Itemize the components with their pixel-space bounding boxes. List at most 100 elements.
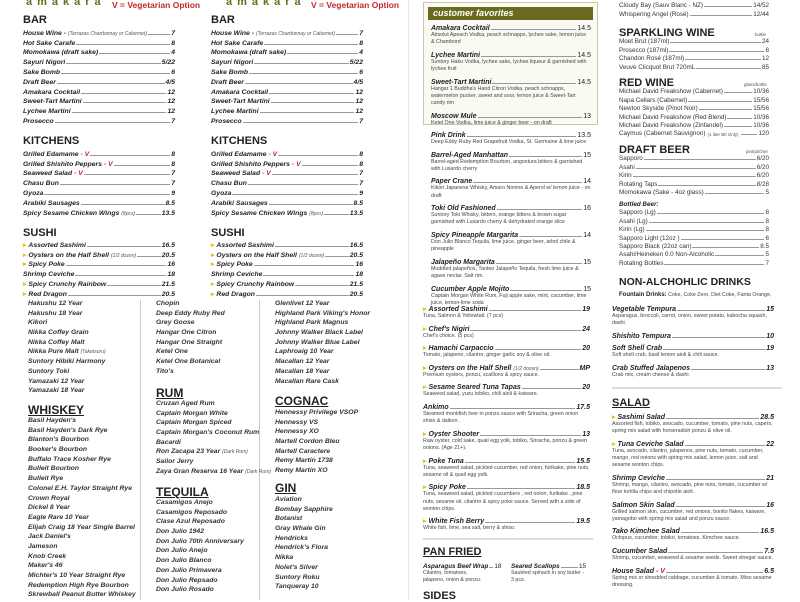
spirit-item: Hakushu 12 Year xyxy=(28,300,83,307)
item-name: Gyoza xyxy=(211,189,232,197)
item-price: 20 xyxy=(582,345,590,353)
item-name: Paper Crane xyxy=(431,178,473,186)
spirit-item: Tanqueray 10 xyxy=(275,583,319,591)
item-name: Crab Stuffed Jalapenos xyxy=(612,364,691,372)
item-price: 6 xyxy=(171,68,175,76)
item-description: Kikori Japanese Whisky, Amaro Nonino & A… xyxy=(431,185,591,199)
dot-leader xyxy=(488,310,582,311)
item-price: 5 xyxy=(765,251,769,259)
pan-fried-item: Asparagus Beef Wrap 18 Cilantro, tomatoes,… xyxy=(423,561,501,588)
item-note: (Dark Rum) xyxy=(222,449,248,456)
spirit-item: Nikka Coffey Grain xyxy=(28,329,89,337)
item-price: 85 xyxy=(761,63,769,71)
spirit-item: Macallan Rare Cask xyxy=(275,377,339,385)
item-price: 8/28 xyxy=(756,180,769,188)
item-description: Assorted fish, tobiko, avocado, cucumber… xyxy=(612,421,773,435)
menu-item: Cucumber Salad 7.5 xyxy=(612,546,774,555)
spirit-item: Crown Royal xyxy=(28,494,70,502)
item-name: Spicy Crunchy Rainbow xyxy=(28,280,107,288)
item-name: Sayuri Nigori xyxy=(211,59,254,67)
item-name: Sesame Seared Tuna Tapas xyxy=(428,384,521,392)
item-name: Vegetable Tempura xyxy=(612,306,677,313)
dot-leader xyxy=(656,213,765,215)
menu-item: Sayuri Nigori 5/22 xyxy=(23,56,175,66)
item-description: Suntory Haku Vodka, lychee sake, lychee … xyxy=(431,58,587,72)
item-price: 8 xyxy=(765,46,769,54)
menu-item: Pink Drink 13.5 xyxy=(431,130,591,139)
item-name: Moet Brut (187ml) xyxy=(619,38,670,46)
section-title-kitchens: KITCHENS xyxy=(23,135,80,147)
item-description: Grilled salmon skin, cucumber, red onion… xyxy=(612,508,766,522)
item-price: 14.5 xyxy=(577,51,591,59)
item-name: Whispering Angel (Rosé) xyxy=(619,10,689,18)
menu-item: Cucumber Apple Mojito 15 Captain Morgan Wh… xyxy=(431,284,591,307)
dot-leader xyxy=(80,203,165,205)
gin-list: Aviation Bombay Sapphire Botanist Gray Whal… xyxy=(275,496,333,593)
spirit-item: Nikka Pure Malt (Taketsuru) xyxy=(28,348,106,358)
section-title-sushi: SUSHI xyxy=(211,227,245,239)
menu-item: Chasu Bun 7 xyxy=(211,177,363,187)
dot-leader xyxy=(509,155,583,157)
menu-item: Amakara Cocktail 12 xyxy=(211,86,363,96)
item-name: Caymus (Cabernet Sauvignon) xyxy=(619,130,706,138)
logo: amakara xyxy=(226,0,306,8)
menu-item: ▸ Sashimi Salad 28.5 Assorted fish, tobiko,… xyxy=(612,412,774,435)
item-name: Sweet-Tart Martini xyxy=(211,98,270,106)
item-name: Prosecco xyxy=(23,117,54,125)
menu-item: Vegetable Tempura 15 Asparagus, broccoli, … xyxy=(612,304,774,327)
spirit-item: Martell Cordon Bleu xyxy=(275,438,340,446)
spirit-item: Don Julio 70th Anniversary xyxy=(156,537,244,545)
dot-leader xyxy=(99,53,171,55)
item-name: Sapporo xyxy=(619,155,643,163)
item-price: 7 xyxy=(171,180,175,188)
menu-item: ▸ Assorted Sashimi 16.5 xyxy=(211,239,363,249)
marker-icon: ▸ xyxy=(612,414,616,421)
dot-leader xyxy=(473,182,583,184)
menu-item: ▸ Hamachi Carpaccio 20 xyxy=(423,343,590,352)
item-name: Seared Scallops xyxy=(511,563,560,570)
item-name: Rotating Bottles xyxy=(619,259,664,267)
spirit-item: Buffalo Trace Kosher Rye xyxy=(28,455,111,463)
dot-leader xyxy=(54,121,171,123)
menu-item: Amakara Cocktail 14.5 xyxy=(431,23,591,32)
spirit-item: Hendricks xyxy=(275,534,308,542)
sparkling-unit: bottle xyxy=(755,32,767,37)
item-price: 15/56 xyxy=(753,105,769,113)
menu-item: ▸ Assorted Sashimi 16.5 xyxy=(23,239,175,249)
item-price: 15 xyxy=(583,151,591,159)
section-title-bar: BAR xyxy=(23,14,47,26)
customer-favorites-box: customer favorites xyxy=(423,2,598,125)
item-name: Red Dragon xyxy=(28,290,67,298)
dot-leader xyxy=(723,92,753,94)
menu-item: Seaweed Salad - V 7 xyxy=(23,168,175,177)
item-name: Sweet-Tart Martini xyxy=(23,98,82,106)
spirit-item: Highland Park Magnus xyxy=(275,319,349,327)
logo: amakara xyxy=(26,0,106,8)
menu-item: Momokawa (draft sake) 4 xyxy=(211,47,363,56)
menu-item: Sayuri Nigori 5/22 xyxy=(211,56,363,66)
item-name: Shishito Tempura xyxy=(612,332,671,340)
spirit-item: Casamigos Anejo xyxy=(156,499,213,506)
item-name: Grilled Shishito Peppers xyxy=(211,160,290,168)
item-name: Rotating Taps xyxy=(619,180,658,188)
marker-icon: ▸ xyxy=(23,261,27,269)
item-note: (8pcs) xyxy=(121,210,136,217)
dot-leader xyxy=(485,522,576,524)
item-name: Kirin xyxy=(619,172,632,180)
marker-icon: ▸ xyxy=(211,290,215,298)
menu-item: Prosecco 7 xyxy=(211,115,363,125)
menu-item: House Salad - V 6.5 xyxy=(612,566,774,575)
item-name: Asahi xyxy=(619,163,635,171)
menu-item: House Salad - V 6.5 Spring mix or shredded … xyxy=(612,566,774,589)
item-price: 10 xyxy=(766,332,774,340)
item-price: 12 xyxy=(761,55,769,63)
spirit-item: Bulleit Rye xyxy=(28,475,64,483)
menu-item: ▸ Oysters on the Half Shell (1/2 dozen) MP P… xyxy=(423,363,590,379)
menu-item: Gyoza 9 xyxy=(23,187,175,197)
menu-item: House Wine - (Terrazas Chardonnay or Cabe… xyxy=(211,27,363,37)
section-title-draft-beer: DRAFT BEER xyxy=(619,144,690,156)
vegetarian-badge: - V xyxy=(268,150,278,158)
section-title-rum: RUM xyxy=(156,386,184,400)
menu-item: Napa Cellars (Cabernet) 15/56 xyxy=(619,95,769,104)
item-name: Newton Skyside (Pinot Noir) xyxy=(619,105,698,113)
